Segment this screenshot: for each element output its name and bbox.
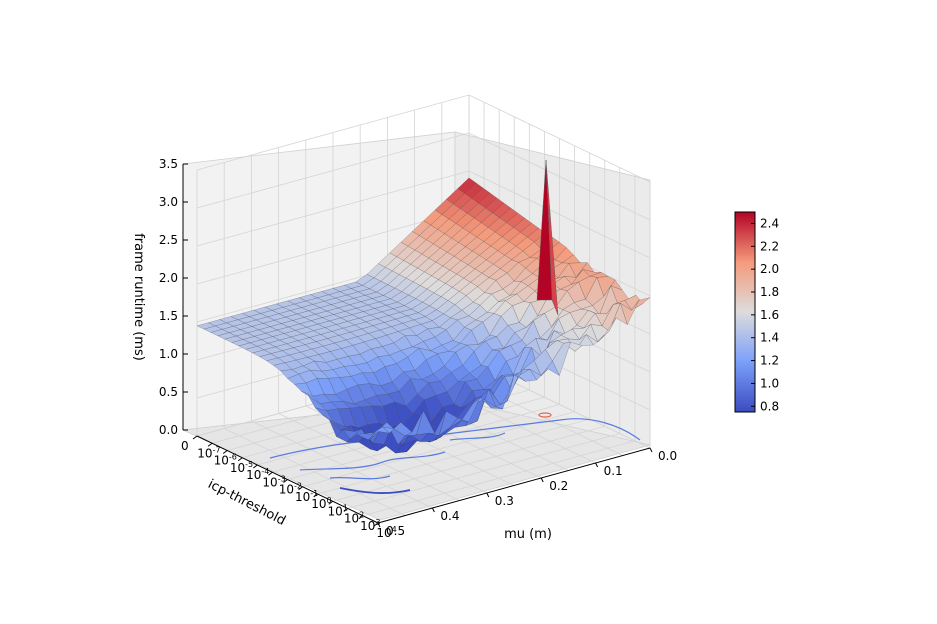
mu-tick-label: 0.1 [604, 464, 623, 478]
colorbar-tick-label: 0.8 [760, 399, 779, 413]
z-tick-label: 0.5 [159, 385, 178, 399]
runtime-peak [536, 159, 559, 316]
mu-axis: 0.5 0.4 0.3 0.2 0.1 0.0 [377, 447, 677, 538]
z-tick-label: 3.0 [159, 195, 178, 209]
z-axis: 0.0 0.5 1.0 1.5 2.0 2.5 3.0 3.5 [159, 157, 188, 437]
runtime-surface [196, 177, 651, 454]
z-tick-label: 0.0 [159, 423, 178, 437]
icp-tick-label: 101 [328, 503, 348, 518]
icp-tick-label: 10-5 [230, 460, 253, 475]
icp-tick-label: 10-2 [279, 482, 302, 497]
colorbar: 0.8 1.0 1.2 1.4 1.6 1.8 2.0 2.2 2.4 [734, 211, 779, 413]
z-tick-label: 1.0 [159, 347, 178, 361]
mu-axis-label: mu (m) [504, 527, 552, 542]
icp-axis: 010-710-610-510-410-310-210-110010110210… [181, 435, 397, 540]
colorbar-tick-label: 1.8 [760, 285, 779, 299]
icp-tick-label: 10-6 [214, 453, 237, 468]
icp-tick-label: 102 [344, 511, 364, 526]
colorbar-tick-label: 1.6 [760, 308, 779, 322]
z-tick-label: 2.0 [159, 271, 178, 285]
colorbar-tick-label: 1.4 [760, 331, 779, 345]
icp-tick-label: 100 [311, 496, 331, 511]
icp-tick-label: 104 [376, 525, 396, 540]
colorbar-gradient [734, 211, 756, 413]
icp-tick-label: 0 [181, 439, 189, 453]
mu-tick-label: 0.4 [440, 509, 459, 523]
z-tick-label: 3.5 [159, 157, 178, 171]
icp-tick-label: 10-3 [262, 474, 285, 489]
icp-tick-label: 10-4 [246, 467, 269, 482]
z-tick-label: 2.5 [159, 233, 178, 247]
mu-tick-label: 0.0 [658, 449, 677, 463]
mu-tick-label: 0.5 [386, 524, 405, 538]
z-tick-label: 1.5 [159, 309, 178, 323]
colorbar-tick-label: 2.4 [760, 216, 779, 230]
icp-tick-label: 10-7 [197, 445, 220, 460]
colorbar-tick-label: 1.0 [760, 376, 779, 390]
colorbar-tick-label: 2.0 [760, 262, 779, 276]
floor-contours [269, 412, 641, 494]
mu-tick-label: 0.2 [549, 479, 568, 493]
z-axis-label: frame runtime (ms) [131, 233, 146, 361]
icp-tick-label: 10-1 [295, 489, 318, 504]
mu-tick-label: 0.3 [495, 494, 514, 508]
icp-tick-label: 103 [360, 518, 380, 533]
colorbar-tick-label: 2.2 [760, 239, 779, 253]
colorbar-tick-label: 1.2 [760, 354, 779, 368]
